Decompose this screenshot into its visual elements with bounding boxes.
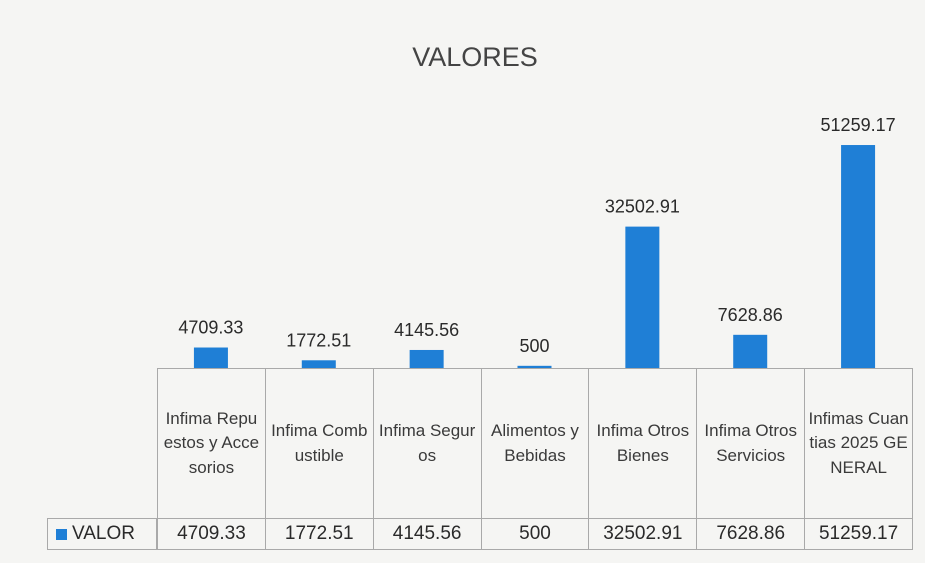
x-tick-label: Infimas Cuantias 2025 GENERAL (804, 368, 913, 519)
table-value: 32502.91 (588, 518, 698, 550)
x-tick-label: Infima Otros Servicios (696, 368, 806, 519)
x-tick-label: Alimentos y Bebidas (480, 368, 590, 519)
table-value: 7628.86 (696, 518, 806, 550)
table-value: 4145.56 (372, 518, 482, 550)
x-tick-label: Infima Seguros (372, 368, 482, 519)
x-tick-label: Infima Repuestos y Accesorios (157, 368, 266, 519)
chart-title: VALORES (412, 42, 538, 72)
table-value: 1772.51 (264, 518, 374, 550)
data-label: 7628.86 (718, 305, 783, 325)
x-tick-label: Infima Combustible (264, 368, 374, 519)
bar (625, 226, 660, 368)
data-label: 4145.56 (394, 320, 459, 340)
bar (517, 365, 552, 368)
data-label: 500 (519, 336, 549, 356)
table-value: 51259.17 (804, 518, 913, 550)
legend-label: VALOR (72, 523, 136, 545)
table-value: 4709.33 (157, 518, 266, 550)
bar (193, 347, 228, 368)
table-value: 500 (480, 518, 590, 550)
data-label: 1772.51 (286, 330, 351, 350)
x-tick-label: Infima Otros Bienes (588, 368, 698, 519)
bar (733, 334, 768, 368)
legend-swatch (56, 528, 67, 540)
bar (841, 145, 876, 368)
legend-entry: VALOR (47, 518, 157, 550)
data-label: 51259.17 (821, 115, 896, 135)
data-label: 4709.33 (178, 318, 243, 338)
bar (301, 360, 336, 368)
data-label: 32502.91 (605, 197, 680, 217)
bar (409, 349, 444, 368)
